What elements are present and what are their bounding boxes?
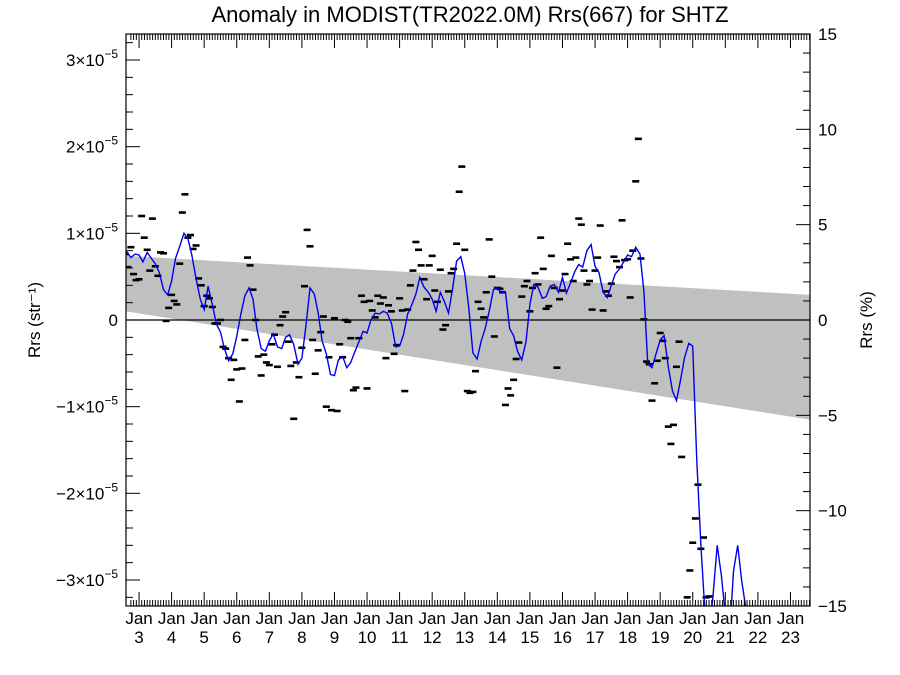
x-tick-label-year: 16 <box>553 628 572 647</box>
y-tick-label-right: −5 <box>818 406 837 425</box>
x-tick-label-month: Jan <box>516 609 543 628</box>
x-tick-label-year: 15 <box>520 628 539 647</box>
x-tick-label-year: 11 <box>391 628 409 647</box>
x-tick-label-year: 21 <box>716 628 735 647</box>
x-tick-label-month: Jan <box>712 609 739 628</box>
y-tick-label-left: −3×10−5 <box>56 567 118 590</box>
x-tick-label-month: Jan <box>256 609 283 628</box>
uncertainty-band <box>126 255 810 420</box>
x-tick-label-year: 4 <box>167 628 176 647</box>
y-tick-label-right: 10 <box>818 120 837 139</box>
y-tick-label-left: −1×10−5 <box>56 394 118 417</box>
x-tick-label-year: 10 <box>358 628 377 647</box>
x-tick-label-month: Jan <box>353 609 380 628</box>
x-tick-label-year: 13 <box>455 628 474 647</box>
y-tick-label-left: 3×10−5 <box>66 47 118 70</box>
x-tick-label-year: 14 <box>488 628 507 647</box>
x-tick-label-month: Jan <box>549 609 576 628</box>
x-tick-label-month: Jan <box>223 609 250 628</box>
x-tick-label-year: 19 <box>651 628 670 647</box>
x-tick-label-month: Jan <box>484 609 511 628</box>
y-tick-label-right: 0 <box>818 311 827 330</box>
x-tick-label-month: Jan <box>581 609 608 628</box>
x-tick-label-month: Jan <box>386 609 413 628</box>
x-tick-label-month: Jan <box>321 609 348 628</box>
y-tick-label-left: 1×10−5 <box>66 220 118 243</box>
y-tick-label-right: 5 <box>818 216 827 235</box>
y-tick-label-right: −15 <box>818 597 847 616</box>
y-axis-label-left: Rrs (str⁻¹) <box>25 282 44 358</box>
x-tick-label-month: Jan <box>418 609 445 628</box>
x-tick-label-year: 5 <box>199 628 208 647</box>
x-tick-label-year: 23 <box>781 628 800 647</box>
x-tick-label-month: Jan <box>125 609 152 628</box>
x-tick-label-year: 18 <box>618 628 637 647</box>
y-tick-label-left: 2×10−5 <box>66 134 118 157</box>
chart-title: Anomaly in MODIST(TR2022.0M) Rrs(667) fo… <box>211 2 728 27</box>
anomaly-series-line <box>126 231 747 606</box>
x-tick-label-month: Jan <box>288 609 315 628</box>
x-tick-label-year: 17 <box>586 628 605 647</box>
y-axis-label-right: Rrs (%) <box>857 291 876 349</box>
x-tick-label-year: 7 <box>265 628 274 647</box>
x-tick-label-month: Jan <box>679 609 706 628</box>
x-tick-label-month: Jan <box>777 609 804 628</box>
x-tick-label-month: Jan <box>451 609 478 628</box>
y-tick-label-left: −2×10−5 <box>56 480 118 503</box>
y-tick-label-left: 0 <box>109 311 118 330</box>
x-tick-label-month: Jan <box>614 609 641 628</box>
x-tick-label-year: 6 <box>232 628 241 647</box>
x-tick-label-year: 9 <box>330 628 339 647</box>
x-tick-label-year: 12 <box>423 628 442 647</box>
y-tick-label-right: 15 <box>818 25 837 44</box>
plot-area <box>126 137 810 606</box>
x-tick-label-month: Jan <box>190 609 217 628</box>
x-tick-label-year: 8 <box>297 628 306 647</box>
x-tick-label-month: Jan <box>158 609 185 628</box>
x-tick-label-month: Jan <box>646 609 673 628</box>
x-tick-label-year: 3 <box>134 628 143 647</box>
y-tick-label-right: −10 <box>818 502 847 521</box>
x-tick-label-month: Jan <box>744 609 771 628</box>
x-tick-label-year: 22 <box>748 628 767 647</box>
x-tick-label-year: 20 <box>683 628 702 647</box>
